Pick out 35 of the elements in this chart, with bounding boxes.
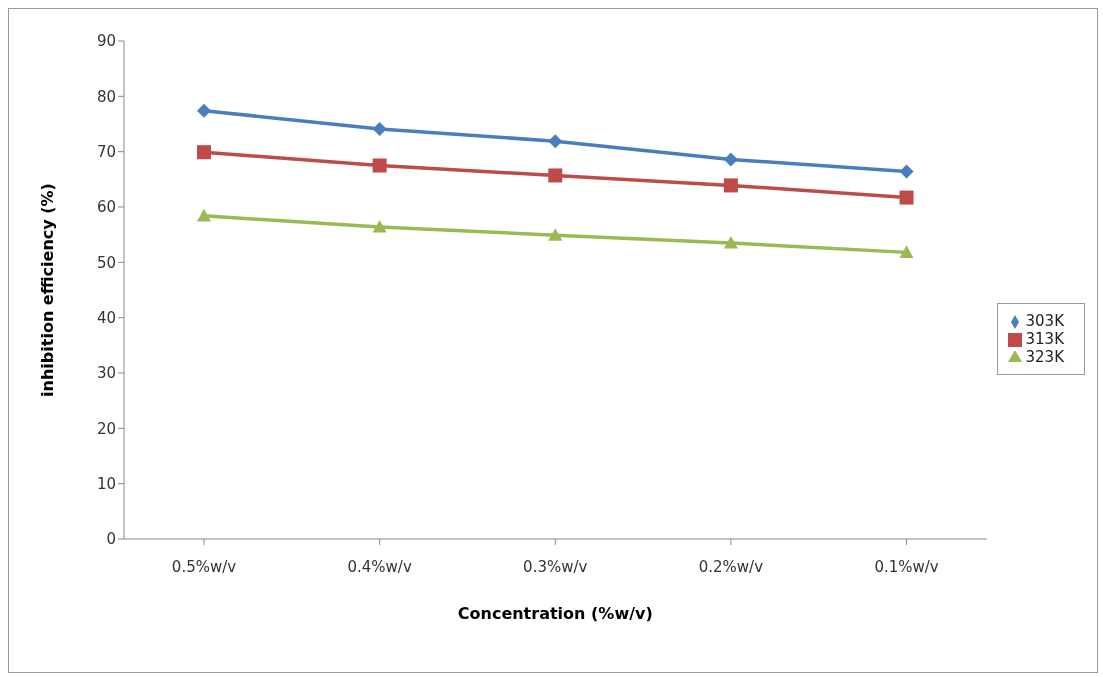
- point: [548, 134, 563, 149]
- point: [548, 228, 563, 241]
- point: [723, 178, 738, 193]
- y-tick-label: 50: [96, 253, 116, 272]
- point: [197, 145, 211, 160]
- x-axis-title: Concentration (%w/v): [457, 604, 653, 623]
- x-tick-label: 0.4%w/v: [347, 557, 412, 576]
- y-tick-label: 30: [96, 364, 116, 383]
- legend-label: 313K: [1025, 330, 1064, 348]
- legend-label: 323K: [1025, 348, 1064, 366]
- point: [723, 152, 738, 167]
- y-tick-label: 40: [96, 308, 116, 327]
- y-tick-label: 0: [106, 530, 116, 549]
- point: [372, 219, 387, 233]
- point: [723, 235, 738, 249]
- point: [372, 158, 387, 173]
- x-tick-label: 0.1%w/v: [874, 557, 939, 576]
- point: [197, 103, 211, 118]
- point: [548, 168, 563, 183]
- point: [197, 208, 211, 222]
- x-tick-label: 0.5%w/v: [171, 557, 237, 576]
- y-axis-title: inhibition efficiency (%): [37, 183, 57, 397]
- legend-label: 303K: [1025, 312, 1064, 330]
- point: [899, 190, 914, 205]
- y-tick-label: 60: [96, 198, 116, 217]
- y-tick-label: 70: [96, 142, 116, 161]
- y-tick-label: 90: [96, 32, 116, 51]
- y-tick-label: 20: [96, 419, 116, 438]
- x-tick-label: 0.3%w/v: [523, 557, 588, 576]
- point: [372, 121, 387, 136]
- point: [899, 164, 914, 179]
- y-tick-label: 10: [96, 474, 116, 493]
- x-tick-label: 0.2%w/v: [698, 557, 764, 576]
- point: [899, 245, 914, 258]
- y-tick-label: 80: [96, 87, 116, 106]
